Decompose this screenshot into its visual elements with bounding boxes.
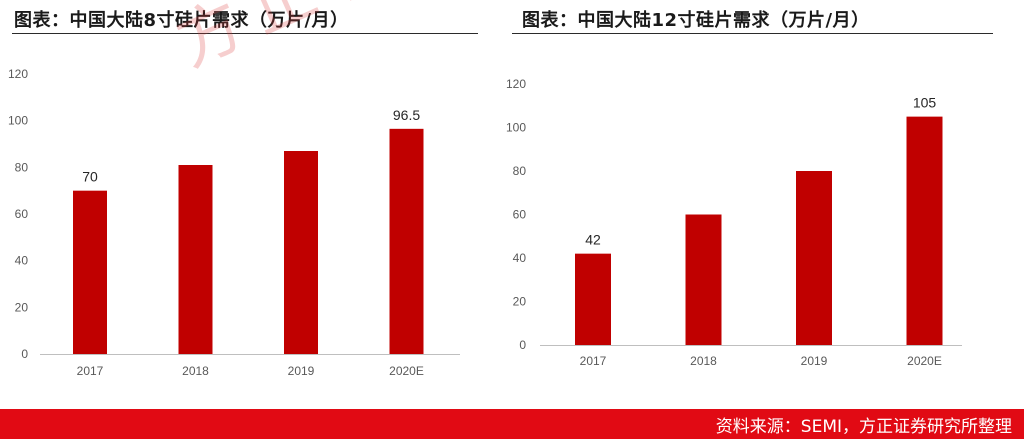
y-tick-label: 20	[15, 300, 29, 314]
title-underline-right	[512, 33, 993, 34]
y-tick-label: 100	[506, 121, 526, 135]
y-tick-label: 0	[519, 338, 526, 352]
bar-2019	[796, 171, 832, 345]
y-tick-label: 40	[513, 251, 527, 265]
x-tick-label: 2017	[580, 354, 607, 368]
data-label: 105	[913, 95, 937, 111]
data-label: 96.5	[393, 107, 420, 123]
footer-bar: 资料来源：SEMI，方正证券研究所整理	[0, 409, 1024, 439]
data-label: 42	[585, 232, 601, 248]
y-tick-label: 120	[8, 67, 28, 81]
y-tick-label: 80	[513, 164, 527, 178]
bar-2019	[284, 151, 318, 354]
bar-2017	[575, 253, 611, 345]
bar-2017	[73, 190, 107, 354]
bar-2020e	[389, 128, 424, 354]
y-tick-label: 100	[8, 114, 28, 128]
data-label: 70	[82, 169, 98, 185]
chart-title-8inch: 图表：中国大陆8寸硅片需求（万片/月）	[14, 10, 349, 31]
x-tick-label: 2019	[801, 354, 828, 368]
source-note: 资料来源：SEMI，方正证券研究所整理	[715, 417, 1012, 437]
y-tick-label: 0	[21, 347, 28, 361]
x-tick-label: 2018	[690, 354, 717, 368]
x-tick-label: 2020E	[389, 364, 424, 378]
chart-title-12inch: 图表：中国大陆12寸硅片需求（万片/月）	[522, 10, 870, 31]
x-tick-label: 2017	[77, 364, 104, 378]
x-tick-label: 2018	[182, 364, 209, 378]
x-tick-label: 2019	[288, 364, 315, 378]
x-tick-label: 2020E	[907, 354, 942, 368]
title-underline-left	[12, 33, 478, 34]
y-tick-label: 120	[506, 77, 526, 91]
bar-2018	[685, 214, 722, 345]
bar-2020e	[906, 116, 943, 345]
y-tick-label: 60	[15, 207, 29, 221]
y-tick-label: 40	[15, 254, 29, 268]
y-tick-label: 20	[513, 295, 527, 309]
y-tick-label: 80	[15, 160, 29, 174]
y-tick-label: 60	[513, 208, 527, 222]
bar-2018	[178, 165, 213, 354]
